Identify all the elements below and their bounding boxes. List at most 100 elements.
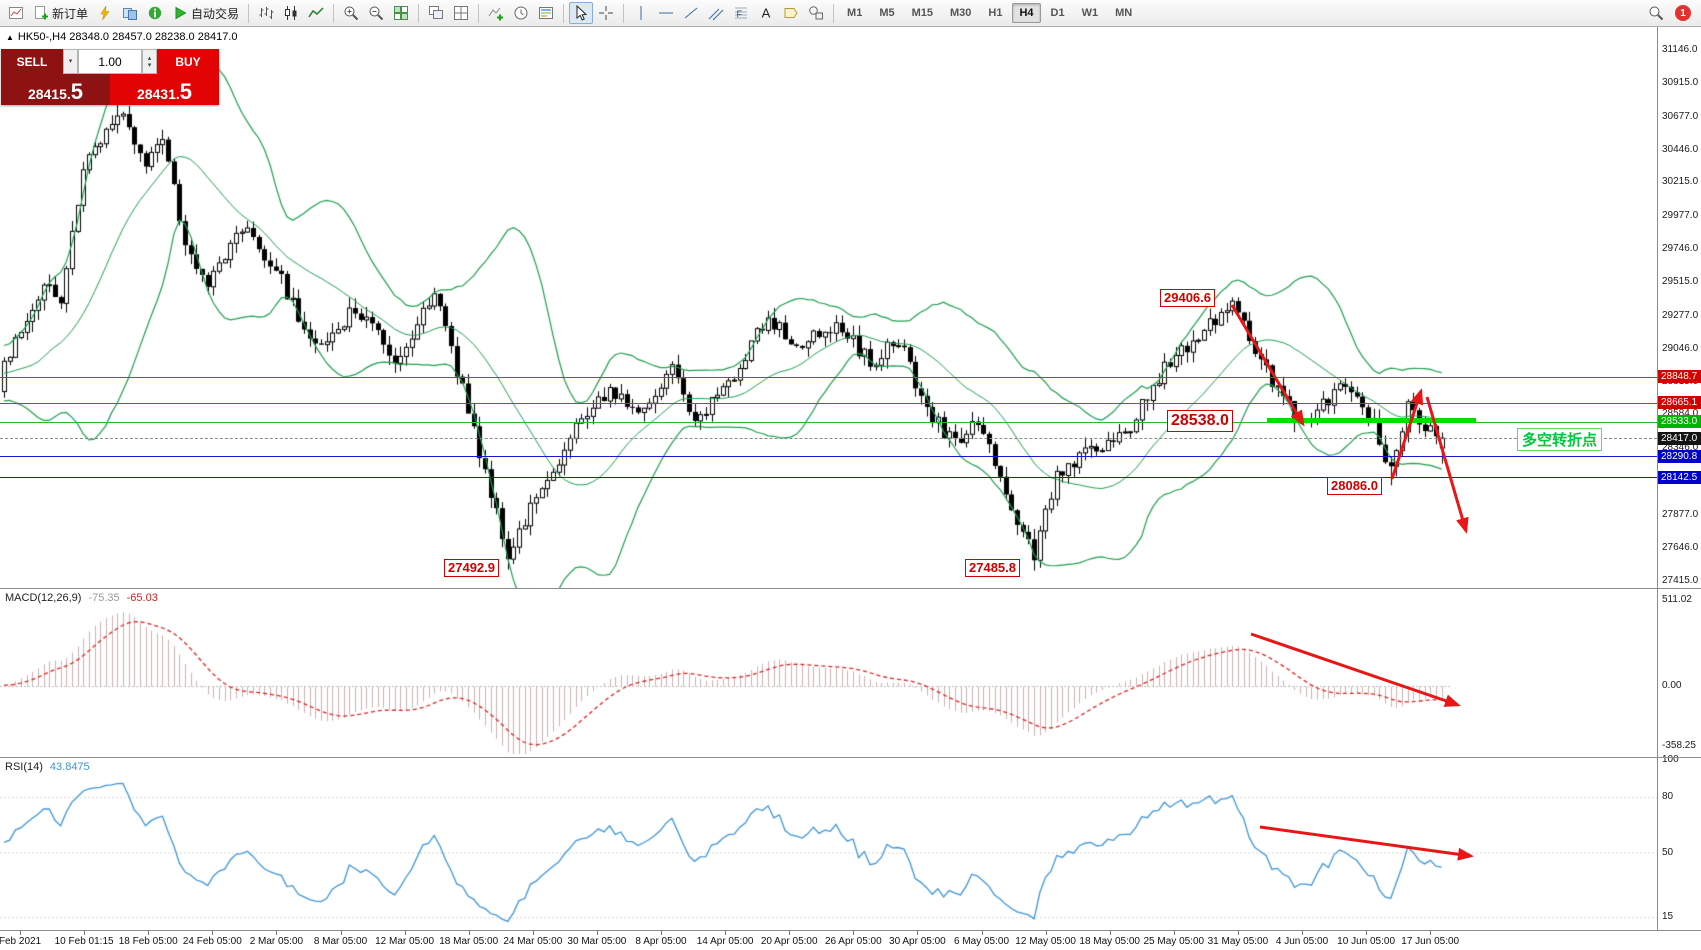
time-axis-tick xyxy=(789,931,791,935)
time-axis-label: 8 Mar 05:00 xyxy=(313,936,368,947)
price-axis-label: 31146.0 xyxy=(1662,44,1698,55)
timeframe-h1-button[interactable]: H1 xyxy=(988,7,1003,19)
shapes-icon[interactable] xyxy=(804,2,828,24)
time-axis-tick xyxy=(917,931,919,935)
line-chart-icon[interactable] xyxy=(304,2,328,24)
toolbar-separator xyxy=(248,3,250,23)
price-axis-label: 29977.0 xyxy=(1662,210,1699,222)
data-window-icon[interactable] xyxy=(143,2,167,24)
svg-text:A: A xyxy=(762,6,771,21)
time-axis-tick xyxy=(596,931,598,935)
cursor-icon[interactable] xyxy=(569,2,594,24)
candlestick-chart-icon[interactable] xyxy=(279,2,303,24)
indicators-icon[interactable] xyxy=(484,2,508,24)
toolbar-separator xyxy=(478,3,480,23)
macd-signal-value: -65.03 xyxy=(126,592,158,604)
macd-axis-label: 511.02 xyxy=(1662,594,1692,606)
label-tool-icon[interactable] xyxy=(779,2,803,24)
auto-trading-button[interactable]: 自动交易 xyxy=(168,2,243,24)
rsi-title: RSI(14) xyxy=(5,761,43,773)
rsi-axis-label: 100 xyxy=(1662,754,1679,765)
macd-indicator-canvas[interactable] xyxy=(0,589,1657,757)
zoom-out-icon[interactable] xyxy=(364,2,388,24)
time-axis-label: 30 Mar 05:00 xyxy=(567,936,627,947)
toolbar-separator xyxy=(333,3,335,23)
rsi-header: RSI(14) 43.8475 xyxy=(5,761,90,773)
profiles-icon[interactable] xyxy=(118,2,142,24)
search-icon[interactable] xyxy=(1644,2,1668,24)
metaeditor-icon[interactable] xyxy=(93,2,117,24)
time-axis-label: 18 May 05:00 xyxy=(1079,936,1140,947)
timeframe-w1-button[interactable]: W1 xyxy=(1081,7,1099,19)
timeframe-h4-button[interactable]: H4 xyxy=(1012,3,1041,23)
time-axis-label: 30 Apr 05:00 xyxy=(889,936,946,947)
rsi-indicator-canvas[interactable] xyxy=(0,758,1657,930)
fibonacci-icon[interactable]: F xyxy=(729,2,753,24)
time-axis-label: 10 Feb 01:15 xyxy=(54,936,114,947)
time-axis-label: 10 Jun 05:00 xyxy=(1337,936,1396,947)
vertical-line-icon[interactable] xyxy=(629,2,653,24)
price-tag-28848.7: 28848.7 xyxy=(1658,370,1701,384)
new-order-button[interactable]: 新订单 xyxy=(29,2,92,24)
price-axis-label: 30215.0 xyxy=(1662,176,1699,188)
crosshair-icon[interactable] xyxy=(594,2,618,24)
timeframe-mn-button[interactable]: MN xyxy=(1115,7,1133,19)
bar-chart-icon[interactable] xyxy=(254,2,278,24)
timeframe-m15-button[interactable]: M15 xyxy=(911,7,933,19)
time-axis-label: 17 Jun 05:00 xyxy=(1401,936,1460,947)
toolbar-separator xyxy=(563,3,565,23)
cascade-windows-icon[interactable] xyxy=(424,2,448,24)
notification-badge[interactable]: 1 xyxy=(1675,5,1691,21)
order-type-dropdown[interactable]: ▾ xyxy=(63,49,78,74)
timeframe-m1-button[interactable]: M1 xyxy=(847,7,863,19)
arrange-windows-icon[interactable] xyxy=(449,2,473,24)
time-axis-label: 4 Jun 05:00 xyxy=(1275,936,1329,947)
time-axis[interactable]: Feb 2021 10 Feb 01:15 18 Feb 05:00 24 Feb 0… xyxy=(0,931,1657,950)
equidistant-channel-icon[interactable] xyxy=(704,2,728,24)
charts-icon[interactable] xyxy=(4,2,28,24)
time-axis-label: 12 May 05:00 xyxy=(1015,936,1076,947)
time-axis-label: 26 Apr 05:00 xyxy=(824,936,882,947)
time-axis-tick xyxy=(212,931,214,935)
horizontal-line-icon[interactable] xyxy=(654,2,678,24)
buy-price[interactable]: 28431. 5 xyxy=(110,74,219,105)
time-axis-tick xyxy=(20,931,21,935)
main-chart-canvas[interactable] xyxy=(0,27,1657,588)
toolbar-separator xyxy=(623,3,625,23)
sell-price-main: 28415. xyxy=(27,86,71,102)
rsi-axis-label: 50 xyxy=(1662,846,1674,858)
sell-button[interactable]: SELL xyxy=(1,49,63,74)
time-axis-label: 24 Feb 05:00 xyxy=(182,936,242,947)
time-axis-label: 18 Feb 05:00 xyxy=(118,936,178,947)
time-axis-tick xyxy=(404,931,406,935)
symbol-ohlc-text: HK50-,H4 28348.0 28457.0 28238.0 28417.0 xyxy=(17,31,238,43)
text-tool-icon[interactable]: A xyxy=(754,2,778,24)
time-axis-tick xyxy=(148,931,150,935)
price-axis[interactable]: 31146.0 30915.0 30677.0 30446.0 30215.0 29977… xyxy=(1657,27,1701,930)
price-axis-label: 29046.0 xyxy=(1662,342,1699,354)
periods-icon[interactable] xyxy=(509,2,533,24)
timeframe-m5-button[interactable]: M5 xyxy=(879,7,895,19)
price-axis-label: 28346.0 xyxy=(1662,442,1699,454)
timeframe-m30-button[interactable]: M30 xyxy=(950,7,972,19)
price-axis-label: 29277.0 xyxy=(1662,309,1699,321)
sell-price[interactable]: 28415. 5 xyxy=(1,74,110,105)
templates-icon[interactable] xyxy=(534,2,558,24)
time-axis-label: 12 Mar 05:00 xyxy=(375,936,435,947)
rsi-axis-label: 80 xyxy=(1662,791,1674,802)
zoom-in-icon[interactable] xyxy=(339,2,363,24)
timeframe-d1-button[interactable]: D1 xyxy=(1050,7,1065,19)
time-axis-tick xyxy=(1430,931,1432,935)
buy-button[interactable]: BUY xyxy=(157,49,219,74)
trendline-icon[interactable] xyxy=(679,2,703,24)
volume-stepper[interactable]: ▴ ▾ xyxy=(142,49,157,74)
time-axis-label: 8 Apr 05:00 xyxy=(635,936,687,947)
time-axis-tick xyxy=(1302,931,1303,935)
time-axis-tick xyxy=(84,931,86,935)
time-axis-label: 14 Apr 05:00 xyxy=(696,936,754,947)
price-axis-label: 30446.0 xyxy=(1662,143,1699,155)
volume-input[interactable] xyxy=(78,49,142,74)
time-axis-label: 24 Mar 05:00 xyxy=(503,936,563,947)
toolbar-separator xyxy=(833,3,835,23)
tile-windows-icon[interactable] xyxy=(389,2,413,24)
